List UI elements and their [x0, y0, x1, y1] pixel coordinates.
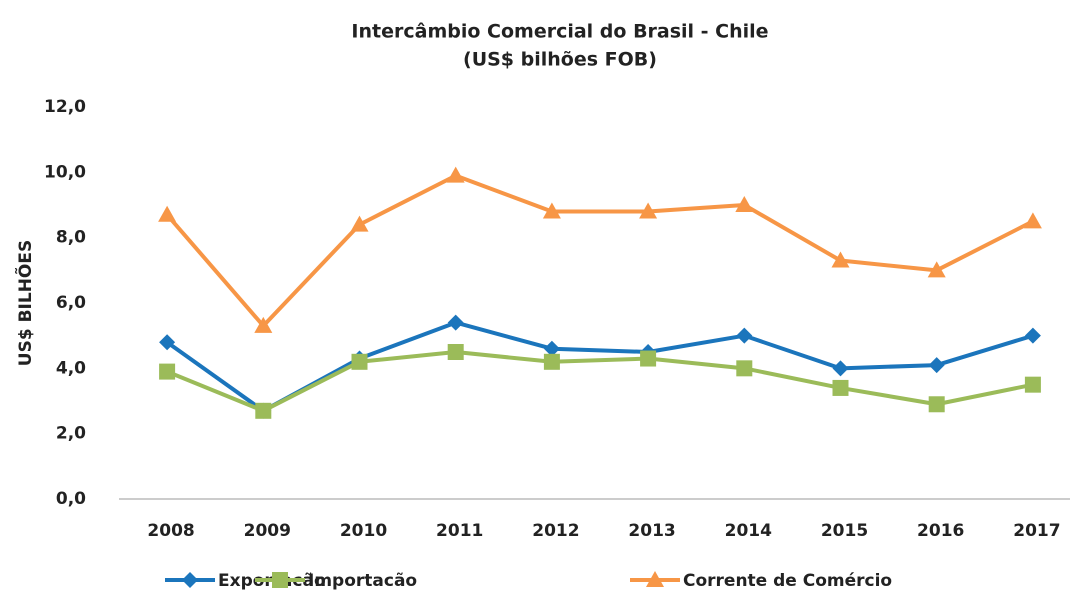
marker	[832, 379, 849, 396]
marker	[351, 353, 368, 370]
y-tick-label: 12,0	[44, 97, 86, 117]
x-tick-label: 2014	[725, 521, 772, 541]
marker	[543, 340, 560, 357]
series-line	[165, 173, 1034, 328]
x-tick-label: 2016	[917, 521, 964, 541]
y-tick-label: 4,0	[56, 358, 86, 378]
y-tick-label: 6,0	[56, 293, 86, 313]
marker	[447, 344, 464, 360]
marker	[159, 334, 176, 351]
marker	[543, 353, 560, 370]
legend-marker	[272, 572, 288, 588]
marker	[1024, 376, 1041, 393]
x-tick-label: 2013	[628, 521, 675, 541]
y-tick-label: 0,0	[56, 489, 86, 509]
marker	[447, 314, 464, 331]
legend-label: Corrente de Comércio	[683, 571, 892, 591]
y-tick-label: 2,0	[56, 424, 86, 444]
y-tick-label: 8,0	[56, 228, 86, 248]
chart-subtitle: (US$ bilhões FOB)	[463, 49, 657, 71]
x-tick-label: 2009	[244, 521, 291, 541]
chart-title: Intercâmbio Comercial do Brasil - Chile	[351, 21, 768, 43]
legend-marker	[182, 572, 198, 588]
marker	[159, 363, 176, 380]
marker	[928, 396, 945, 413]
marker	[831, 251, 850, 268]
marker	[350, 215, 369, 232]
marker	[735, 196, 754, 212]
marker	[736, 360, 753, 377]
x-tick-label: 2017	[1013, 521, 1060, 541]
x-tick-label: 2008	[147, 521, 194, 541]
marker	[639, 202, 658, 219]
series-line	[166, 350, 1034, 413]
x-tick-label: 2015	[821, 521, 868, 541]
x-tick-label: 2011	[436, 521, 483, 541]
legend-marker	[646, 571, 664, 587]
marker	[254, 316, 273, 333]
marker	[927, 261, 946, 278]
y-axis-label: US$ BILHÕES	[13, 240, 36, 366]
marker	[1024, 327, 1041, 344]
legend-label: Importacão	[308, 571, 417, 591]
marker	[542, 202, 561, 219]
marker	[446, 166, 465, 183]
marker	[255, 402, 272, 419]
marker	[640, 350, 657, 367]
marker	[1023, 212, 1042, 229]
marker	[928, 357, 945, 374]
marker	[832, 360, 849, 377]
marker	[158, 205, 177, 222]
x-tick-label: 2010	[340, 521, 387, 541]
y-tick-label: 10,0	[44, 162, 86, 182]
marker	[736, 327, 753, 344]
x-tick-label: 2012	[532, 521, 579, 541]
